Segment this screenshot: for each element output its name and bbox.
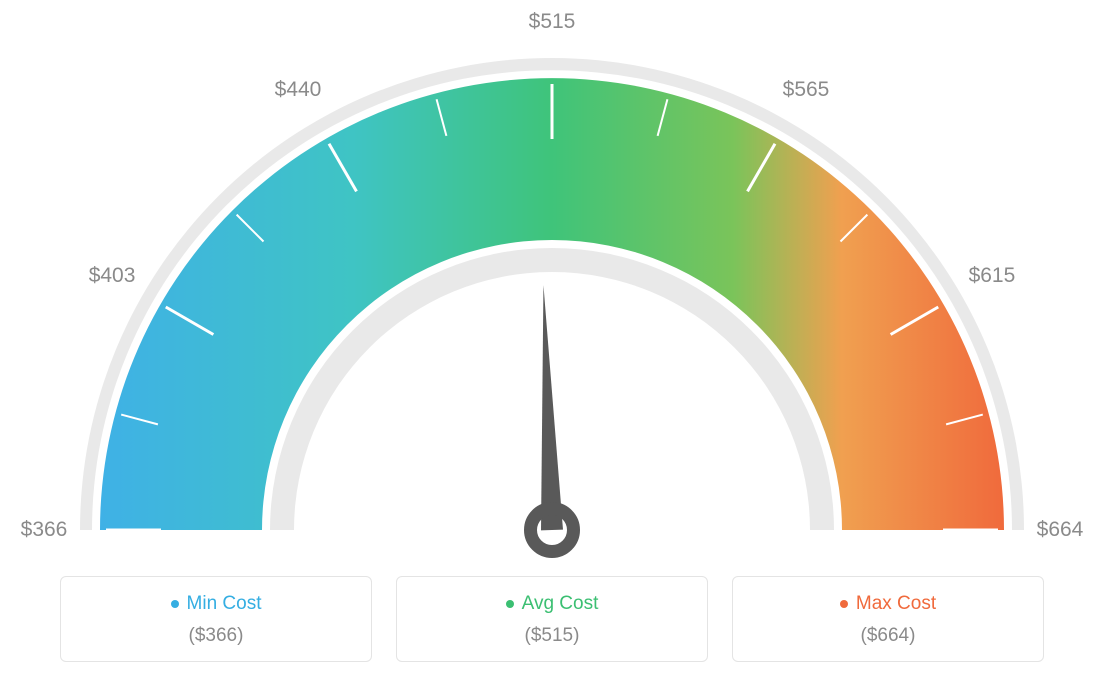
legend-card-min: Min Cost ($366) (60, 576, 372, 662)
gauge-tick-label: $366 (21, 518, 68, 542)
legend-label-min: Min Cost (187, 593, 262, 615)
legend-title-max: Max Cost (840, 593, 936, 615)
legend-dot-max (840, 600, 848, 608)
legend-label-avg: Avg Cost (522, 593, 599, 615)
gauge-tick-label: $565 (783, 78, 830, 102)
gauge-tick-label: $664 (1037, 518, 1084, 542)
gauge-tick-label: $515 (529, 10, 576, 34)
legend-dot-avg (506, 600, 514, 608)
legend-card-avg: Avg Cost ($515) (396, 576, 708, 662)
legend-label-max: Max Cost (856, 593, 936, 615)
legend-card-max: Max Cost ($664) (732, 576, 1044, 662)
legend-title-min: Min Cost (171, 593, 262, 615)
gauge-tick-label: $440 (275, 78, 322, 102)
gauge-area: $366 $403 $440 $515 $565 $615 $664 (0, 0, 1104, 560)
legend-title-avg: Avg Cost (506, 593, 599, 615)
gauge-tick-label: $615 (969, 264, 1016, 288)
legend-value-min: ($366) (71, 625, 361, 647)
legend-value-avg: ($515) (407, 625, 697, 647)
legend-dot-min (171, 600, 179, 608)
legend-value-max: ($664) (743, 625, 1033, 647)
gauge-svg (0, 0, 1104, 560)
gauge-tick-label: $403 (89, 264, 136, 288)
legend-row: Min Cost ($366) Avg Cost ($515) Max Cost… (60, 576, 1044, 662)
cost-gauge-widget: $366 $403 $440 $515 $565 $615 $664 Min Cost ($… (0, 0, 1104, 690)
